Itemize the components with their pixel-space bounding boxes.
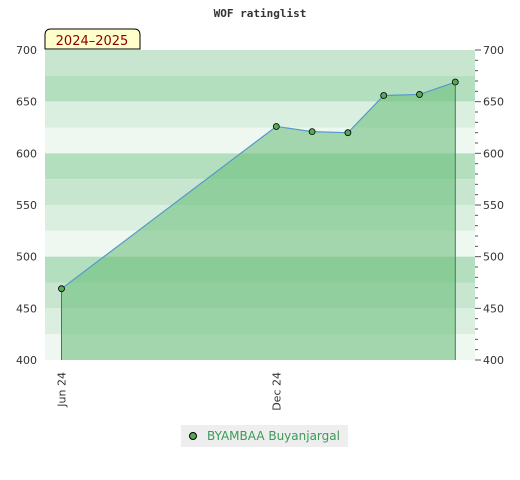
markers bbox=[58, 78, 459, 293]
y-tick-label-right: 400 bbox=[483, 354, 504, 367]
y-tick-label-right: 500 bbox=[483, 251, 504, 264]
data-point bbox=[308, 128, 316, 136]
legend-series-name: BYAMBAA Buyanjargal bbox=[207, 429, 340, 443]
period-badge: 2024–2025 bbox=[44, 28, 141, 50]
y-tick-label: 400 bbox=[16, 354, 37, 367]
series-area bbox=[61, 82, 456, 361]
period-badge-label: 2024–2025 bbox=[56, 34, 129, 49]
background-band bbox=[45, 50, 475, 76]
data-point bbox=[344, 129, 352, 137]
chart-title: WOF ratinglist bbox=[214, 7, 307, 20]
y-tick-label: 500 bbox=[16, 251, 37, 264]
data-point bbox=[416, 91, 423, 98]
data-point bbox=[451, 78, 459, 86]
y-axis-left: 400 450 500 550 600 650 700 bbox=[16, 44, 37, 367]
y-tick-label-right: 650 bbox=[483, 96, 504, 109]
x-axis: Jun 24 Dec 24 bbox=[56, 372, 284, 411]
data-point bbox=[58, 285, 65, 293]
x-tick-label: Jun 24 bbox=[56, 372, 69, 408]
y-axis-right: 400 450 500 550 600 650 700 bbox=[475, 44, 504, 367]
y-tick-label: 700 bbox=[16, 44, 37, 57]
y-tick-label: 650 bbox=[16, 96, 37, 109]
y-tick-label-right: 450 bbox=[483, 302, 504, 315]
y-tick-label-right: 600 bbox=[483, 147, 504, 160]
y-tick-label-right: 550 bbox=[483, 199, 504, 212]
y-tick-label: 450 bbox=[16, 302, 37, 315]
y-tick-label: 600 bbox=[16, 147, 37, 160]
legend: BYAMBAA Buyanjargal bbox=[181, 425, 348, 447]
x-tick-label: Dec 24 bbox=[270, 372, 283, 411]
y-tick-label-right: 700 bbox=[483, 44, 504, 57]
data-point bbox=[272, 123, 280, 130]
data-point bbox=[380, 92, 388, 99]
y-tick-label: 550 bbox=[16, 199, 37, 212]
legend-marker bbox=[189, 432, 197, 440]
